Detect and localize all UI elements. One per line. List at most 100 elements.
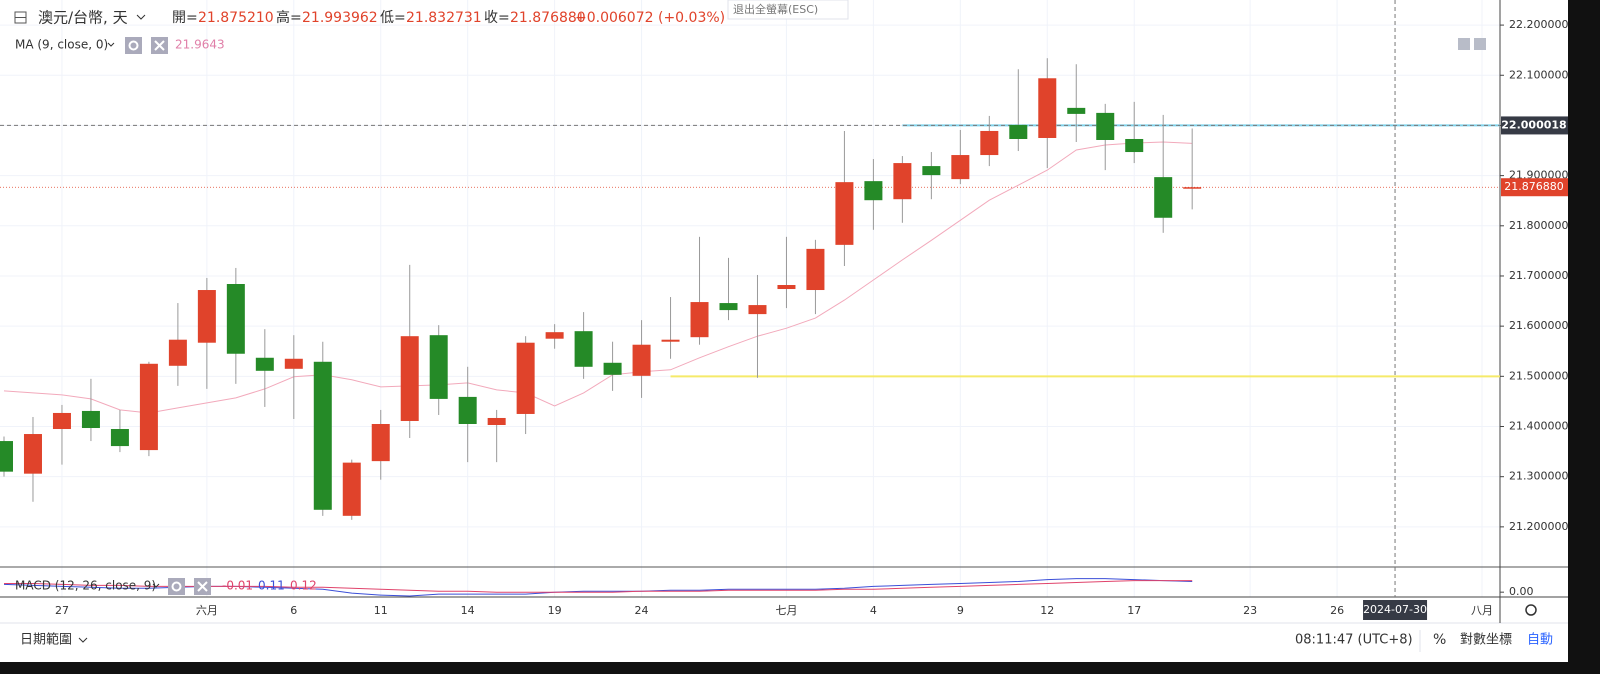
chevron	[152, 583, 160, 588]
candle-body	[864, 181, 883, 201]
x-tick-label: 12	[1040, 604, 1054, 617]
candle-body	[516, 342, 535, 414]
y-tick-label: 21.400000	[1509, 420, 1569, 433]
y-tick-label: 21.300000	[1509, 470, 1569, 483]
candle-body	[690, 302, 709, 338]
symbol[interactable]: 澳元/台幣, 天	[38, 9, 128, 27]
ma-value: 21.9643	[175, 38, 225, 52]
y-tick-label: 22.100000	[1509, 68, 1569, 81]
auto-scale[interactable]: 自動	[1527, 633, 1553, 648]
x-tick-label: 14	[461, 604, 475, 617]
candle-body	[429, 335, 448, 399]
candle-body	[951, 155, 970, 180]
gear[interactable]	[125, 37, 142, 54]
candle-body	[0, 441, 13, 472]
candle-body	[226, 284, 245, 354]
candle-body	[1125, 138, 1144, 153]
exit-text: 退出全螢幕(ESC)	[733, 2, 818, 16]
x-tick-label: 八月	[1471, 604, 1493, 617]
ma-name[interactable]: MA (9, close, 0)	[15, 38, 108, 52]
gear-icon	[171, 581, 182, 592]
candle-body	[1154, 177, 1173, 218]
scroll-icon[interactable]	[1458, 38, 1470, 50]
candle-body	[574, 331, 593, 367]
candle-body	[1183, 187, 1202, 189]
y-tick-label: 21.200000	[1509, 520, 1569, 533]
x-tick-label: 24	[635, 604, 649, 617]
candle-body	[400, 336, 419, 421]
chevron	[78, 637, 88, 643]
candle-body	[110, 429, 129, 447]
candle-body	[342, 462, 361, 516]
crosshair-box	[1363, 600, 1428, 620]
candle-body	[52, 412, 71, 430]
price-label: 22.000018	[1501, 118, 1566, 131]
candle-body	[284, 358, 303, 369]
x-tick-label: 17	[1127, 604, 1141, 617]
candle-body	[748, 305, 767, 315]
gear[interactable]	[168, 578, 185, 595]
ma-line	[3, 141, 1193, 414]
legend-label: 高=	[276, 9, 302, 26]
price-box	[1501, 178, 1568, 197]
macd-value: 0.12	[290, 579, 317, 593]
exit-button[interactable]	[727, 0, 849, 20]
candle-body	[371, 423, 390, 462]
price-box	[1501, 116, 1568, 135]
x-tick-label: 4	[870, 604, 877, 617]
candle-body	[1067, 107, 1086, 114]
candle-body	[487, 417, 506, 425]
x-tick-label: 19	[548, 604, 562, 617]
candle-body	[81, 410, 100, 429]
candle-body	[661, 339, 680, 342]
candle-body	[1009, 124, 1028, 139]
candle-body	[197, 290, 216, 343]
chevron	[136, 14, 146, 20]
candle-body	[777, 285, 796, 290]
x-tick-label: 23	[1243, 604, 1257, 617]
crosshair-label: 2024-07-30	[1363, 603, 1427, 616]
percent[interactable]: %	[1433, 632, 1446, 648]
x-tick-label: 6	[290, 604, 297, 617]
price-label: 21.876880	[1504, 180, 1564, 193]
legend-value: 21.875210	[198, 10, 274, 26]
y-tick-label: 0.00	[1509, 585, 1534, 598]
candle-body	[835, 182, 854, 245]
legend-value: 21.993962	[302, 10, 378, 26]
macd-name[interactable]: MACD (12, 26, close, 9)	[15, 579, 156, 593]
close-icon	[197, 581, 208, 592]
background	[0, 0, 1568, 662]
candle-body	[545, 332, 564, 339]
frame	[1568, 0, 1600, 674]
macd-value: 0.11	[258, 579, 285, 593]
x-tick-label: 26	[1330, 604, 1344, 617]
x-tick-label: 六月	[196, 604, 218, 617]
y-tick-label: 21.500000	[1509, 369, 1569, 382]
settings-icon[interactable]	[1525, 604, 1537, 616]
legend-label: 低=	[380, 10, 406, 26]
candle-body	[1038, 78, 1057, 138]
x-tick-label: 9	[957, 604, 964, 617]
legend-value: 21.832731	[406, 10, 482, 26]
candle-body	[632, 344, 651, 376]
legend-label: 開=	[172, 10, 198, 26]
macd-hist: -0.01	[222, 579, 253, 593]
candle-body	[255, 357, 274, 371]
candle-body	[922, 166, 941, 176]
candle-body	[1096, 112, 1115, 140]
candle-body	[458, 396, 477, 424]
scroll-icon[interactable]	[1474, 38, 1486, 50]
candle-body	[719, 303, 738, 311]
gear-icon	[128, 40, 139, 51]
candle-body	[893, 163, 912, 200]
frame	[0, 662, 1600, 674]
date-range[interactable]: 日期範圍	[20, 633, 72, 648]
y-tick-label: 22.200000	[1509, 18, 1569, 31]
log-scale[interactable]: 對數坐標	[1460, 633, 1512, 648]
candle-body	[980, 130, 999, 156]
y-tick-label: 21.600000	[1509, 319, 1569, 332]
close-icon	[154, 40, 165, 51]
legend-label: 收=	[484, 10, 510, 26]
x-tick-label: 七月	[775, 604, 797, 617]
